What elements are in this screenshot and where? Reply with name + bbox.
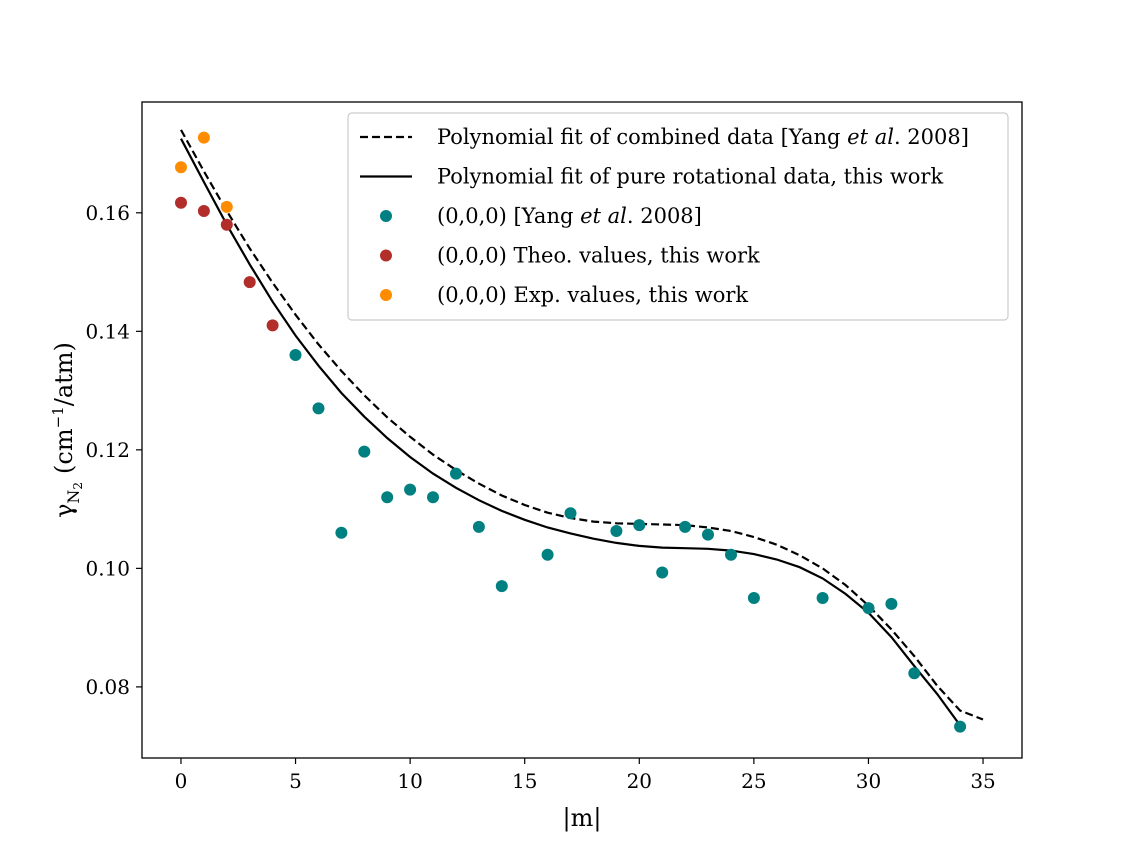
data-point <box>381 491 394 504</box>
x-tick-label: 5 <box>289 769 302 793</box>
y-tick-label: 0.10 <box>85 556 130 580</box>
x-tick-label: 30 <box>856 769 881 793</box>
data-point <box>197 205 210 217</box>
data-point <box>220 218 233 231</box>
legend-label: Polynomial fit of pure rotational data, … <box>437 165 943 189</box>
data-point <box>679 520 692 533</box>
x-axis-label: |m| <box>563 804 602 833</box>
y-tick-label: 0.08 <box>85 675 130 699</box>
data-point <box>335 526 348 539</box>
legend-marker <box>380 289 392 301</box>
data-point <box>175 196 187 209</box>
y-label-unit-open: (cm <box>50 428 78 474</box>
y-label-subsub: 2 <box>71 482 85 490</box>
data-point <box>495 580 508 593</box>
y-label-subscript: N <box>64 490 83 504</box>
y-label-unit-close: /atm) <box>50 342 78 406</box>
y-axis-label: γN2 (cm−1/atm) <box>49 342 85 518</box>
data-point <box>862 602 875 615</box>
data-point <box>725 548 737 561</box>
legend-label: (0,0,0) [Yang et al. 2008] <box>437 204 702 228</box>
legend-label: Polynomial fit of combined data [Yang et… <box>437 125 969 149</box>
data-point <box>541 548 554 561</box>
legend-marker <box>380 249 392 262</box>
data-point <box>908 667 921 680</box>
y-label-unit-exp: −1 <box>49 406 67 428</box>
axes-frame <box>141 101 1023 759</box>
x-tick-label: 35 <box>970 769 995 793</box>
data-point <box>610 525 623 537</box>
data-point <box>289 349 302 361</box>
data-point <box>816 592 829 604</box>
legend-box <box>347 112 1009 321</box>
data-point <box>243 276 256 289</box>
data-point <box>404 483 417 496</box>
legend-marker <box>380 210 392 222</box>
legend: Polynomial fit of combined data [Yang et… <box>347 112 1009 321</box>
data-point <box>564 507 577 520</box>
data-point <box>954 720 967 733</box>
data-point <box>450 467 462 480</box>
data-point <box>197 131 210 144</box>
legend-label: (0,0,0) Exp. values, this work <box>437 283 748 307</box>
data-point <box>656 566 669 579</box>
axis-ticks: 0 5 10 15 20 25 30 35 0.08 0.10 0.12 0.14 0.16 <box>85 201 995 793</box>
data-point <box>885 597 898 610</box>
data-point <box>312 402 325 415</box>
x-tick-label: 10 <box>397 769 422 793</box>
data-point <box>220 200 233 213</box>
data-point <box>358 445 371 458</box>
x-tick-label: 15 <box>512 769 537 793</box>
y-tick-label: 0.16 <box>85 201 130 225</box>
y-tick-label: 0.12 <box>85 438 130 462</box>
fit-line-solid <box>180 138 961 727</box>
plot-area <box>175 129 984 733</box>
data-point <box>633 519 646 532</box>
data-point <box>472 520 485 533</box>
data-point <box>175 161 187 174</box>
legend-label: (0,0,0) Theo. values, this work <box>437 244 760 268</box>
x-tick-label: 0 <box>175 769 188 793</box>
y-tick-label: 0.14 <box>85 319 130 343</box>
x-tick-label: 20 <box>627 769 652 793</box>
x-tick-label: 25 <box>741 769 766 793</box>
data-point <box>747 592 760 604</box>
data-point <box>266 319 279 332</box>
data-point <box>702 528 714 541</box>
data-point <box>427 491 439 504</box>
y-label-symbol: γ <box>50 504 78 518</box>
fit-line-dashed <box>180 129 984 721</box>
